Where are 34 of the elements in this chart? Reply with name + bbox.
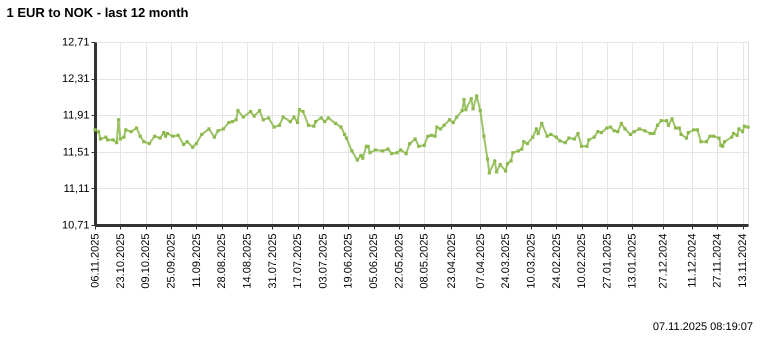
x-tick-label: 28.08.2025 [216, 234, 228, 289]
y-tick-label: 11,91 [62, 110, 90, 122]
y-tick-label: 11,51 [62, 146, 90, 158]
x-tick-label: 06.11.2025 [90, 234, 102, 288]
x-tick-label: 09.10.2025 [140, 234, 152, 289]
x-tick-label: 11.09.2025 [190, 234, 203, 288]
x-tick-label: 05.06.2025 [368, 234, 380, 289]
x-tick-label: 27.11.2024 [712, 234, 724, 288]
x-tick-label: 25.09.2025 [165, 234, 178, 289]
x-tick-label: 31.07.2025 [266, 234, 279, 289]
x-tick-label: 10.02.2025 [576, 234, 588, 289]
x-tick-label: 19.06.2025 [342, 234, 355, 289]
x-tick-label: 13.01.2025 [626, 234, 639, 289]
y-tick-label: 10,71 [62, 220, 90, 232]
y-tick-label: 11,11 [64, 182, 90, 195]
x-tick-label: 23.04.2025 [446, 234, 458, 289]
x-tick-label: 27.01.2025 [601, 234, 614, 289]
x-tick-label: 17.07.2025 [292, 234, 304, 289]
x-tick-label: 24.02.2025 [550, 234, 563, 289]
x-tick-label: 08.05.2025 [418, 234, 431, 289]
y-tick-label: 12,71 [62, 36, 90, 48]
y-tick-label: 12,31 [62, 73, 90, 86]
x-tick-label: 27.12.2024 [657, 234, 670, 289]
x-tick-label: 24.03.2025 [500, 234, 512, 289]
x-tick-label: 11.12.2024 [686, 234, 698, 288]
x-tick-label: 10.03.2025 [525, 234, 538, 289]
x-tick-label: 03.07.2025 [317, 234, 330, 289]
x-tick-label: 23.10.2025 [114, 234, 127, 289]
x-tick-label: 14.08.2025 [241, 234, 254, 289]
text: 07.11.2025 08:19:07 [652, 321, 753, 333]
x-tick-label: 13.11.2024 [737, 234, 750, 288]
x-tick-label: 22.05.2025 [393, 234, 406, 289]
x-tick-label: 07.04.2025 [474, 234, 487, 289]
chart-title: 1 EUR to NOK - last 12 month [6, 5, 189, 20]
